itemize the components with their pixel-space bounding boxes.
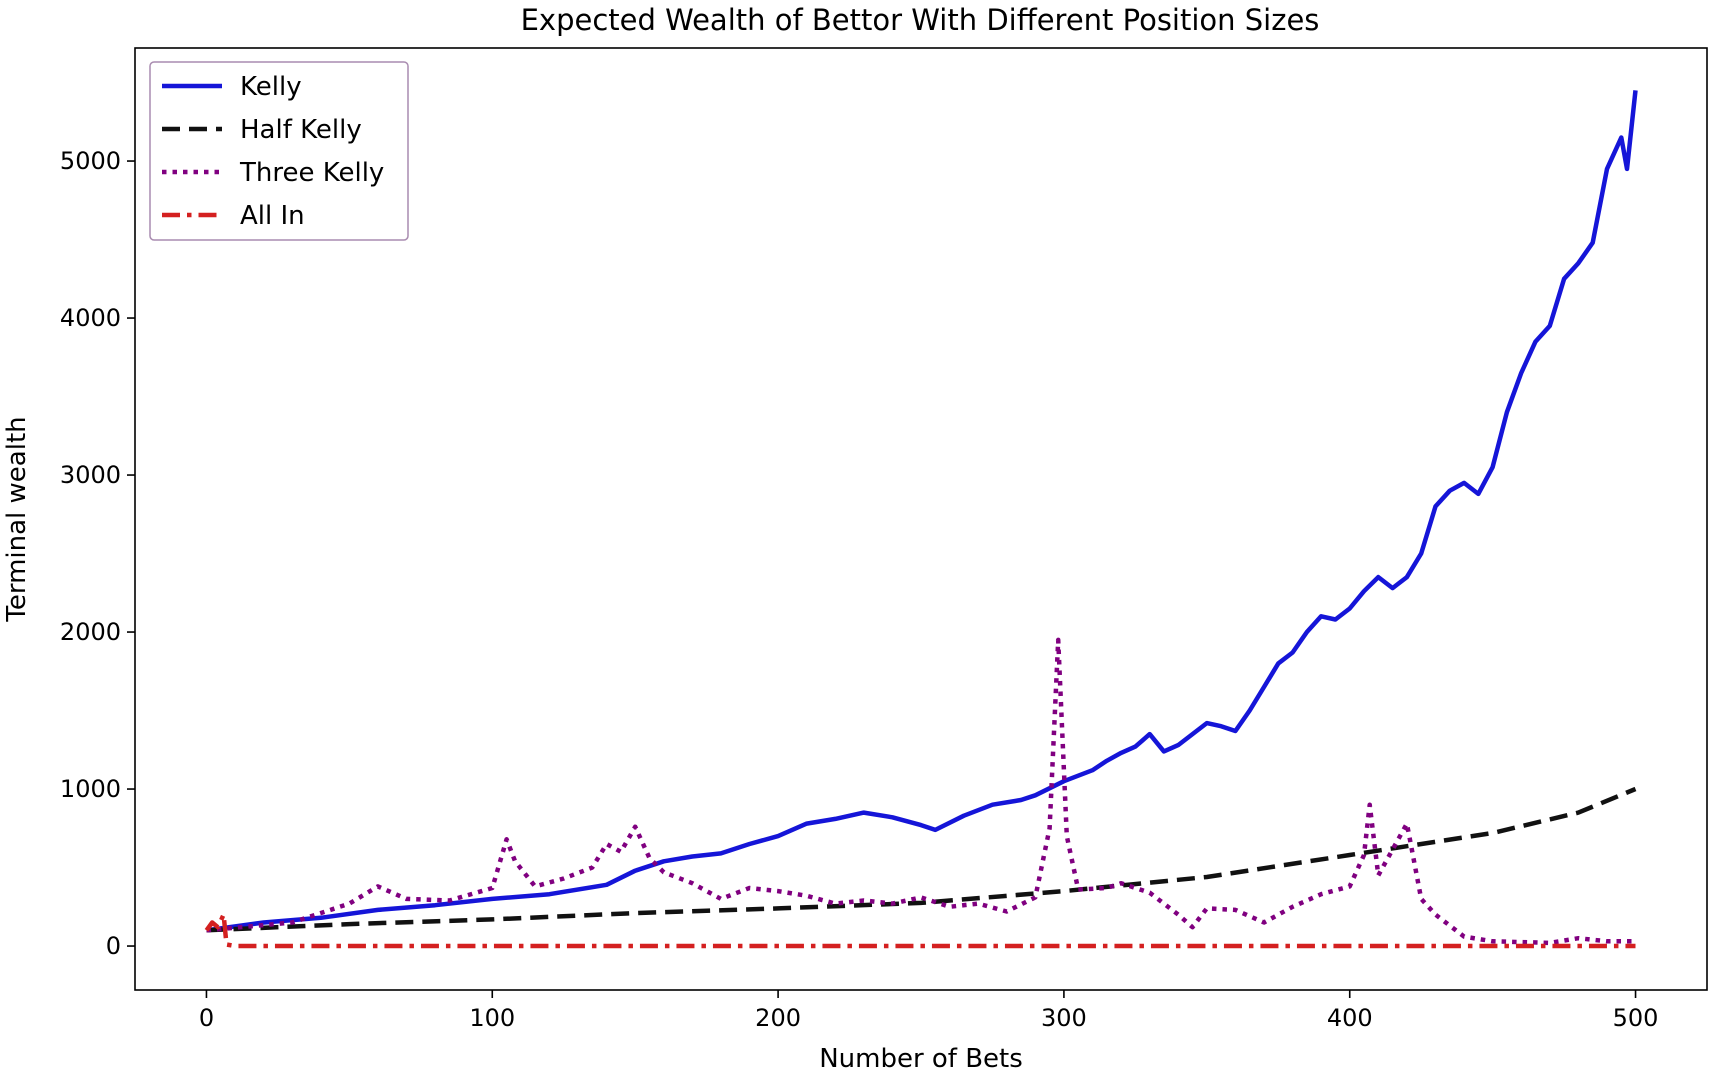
x-axis-ticks: 0 100 200 300 400 500 xyxy=(199,990,1659,1032)
legend-label-kelly: Kelly xyxy=(240,72,302,102)
legend-items: Kelly Half Kelly Three Kelly All In xyxy=(162,72,384,231)
y-axis-ticks: 0 1000 2000 3000 4000 5000 xyxy=(60,147,135,960)
legend: Kelly Half Kelly Three Kelly All In xyxy=(149,61,409,241)
series-line-three-kelly xyxy=(206,637,1636,946)
y-tick-label: 4000 xyxy=(60,304,121,332)
x-tick-label: 300 xyxy=(1041,1004,1087,1032)
legend-box xyxy=(149,61,409,241)
x-axis-label: Number of Bets xyxy=(819,1044,1023,1071)
y-tick-label: 0 xyxy=(106,932,121,960)
legend-label-all-in: All In xyxy=(240,201,305,231)
y-tick-label: 3000 xyxy=(60,461,121,489)
series-line-all-in xyxy=(204,912,1636,949)
x-tick-label: 400 xyxy=(1327,1004,1373,1032)
series-line-half-kelly xyxy=(206,786,1637,933)
legend-label-three-kelly: Three Kelly xyxy=(239,158,384,188)
x-tick-label: 0 xyxy=(199,1004,214,1032)
axes-frame xyxy=(134,47,1708,991)
x-tick-label: 100 xyxy=(469,1004,515,1032)
y-axis-label: Terminal wealth xyxy=(2,416,32,622)
y-tick-label: 1000 xyxy=(60,775,121,803)
plot-series xyxy=(204,90,1638,949)
series-line-kelly xyxy=(206,90,1638,933)
x-tick-label: 200 xyxy=(755,1004,801,1032)
y-tick-label: 2000 xyxy=(60,618,121,646)
chart-title: Expected Wealth of Bettor With Different… xyxy=(521,3,1320,37)
y-tick-label: 5000 xyxy=(60,147,121,175)
x-tick-label: 500 xyxy=(1613,1004,1659,1032)
legend-label-half-kelly: Half Kelly xyxy=(240,115,362,145)
